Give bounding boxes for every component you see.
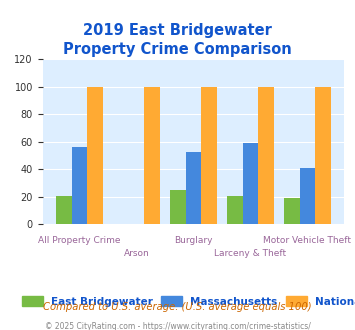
Text: Arson: Arson (124, 249, 149, 258)
Bar (186, 151, 201, 224)
Bar (56, 195, 72, 224)
Bar (87, 87, 103, 224)
Bar (72, 148, 87, 224)
Legend: East Bridgewater, Massachusetts, National: East Bridgewater, Massachusetts, Nationa… (18, 292, 355, 311)
Bar (201, 87, 217, 224)
Bar (227, 195, 243, 224)
Bar (144, 87, 160, 224)
Bar (258, 87, 274, 224)
Bar (300, 168, 315, 224)
Bar (284, 198, 300, 224)
Text: 2019 East Bridgewater
Property Crime Comparison: 2019 East Bridgewater Property Crime Com… (63, 23, 292, 57)
Text: All Property Crime: All Property Crime (38, 236, 121, 245)
Text: Larceny & Theft: Larceny & Theft (214, 249, 286, 258)
Bar (243, 143, 258, 224)
Bar (315, 87, 331, 224)
Text: Motor Vehicle Theft: Motor Vehicle Theft (263, 236, 351, 245)
Text: Compared to U.S. average. (U.S. average equals 100): Compared to U.S. average. (U.S. average … (43, 302, 312, 312)
Bar (170, 190, 186, 224)
Text: © 2025 CityRating.com - https://www.cityrating.com/crime-statistics/: © 2025 CityRating.com - https://www.city… (45, 322, 310, 330)
Text: Burglary: Burglary (174, 236, 213, 245)
